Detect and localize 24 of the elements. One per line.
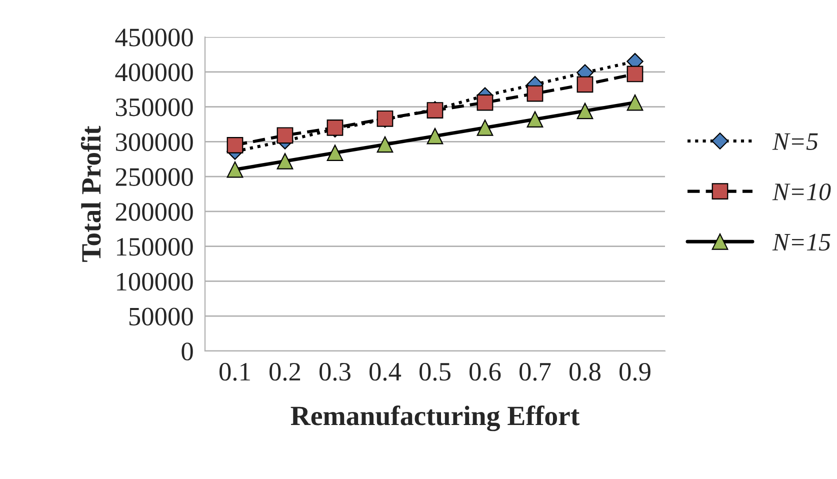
x-tick-label: 0.2: [270, 362, 300, 381]
y-tick-label: 250000: [116, 168, 193, 186]
x-tick-label: 0.3: [320, 362, 350, 381]
y-tick-label: 300000: [116, 133, 193, 152]
legend-label: N=5: [772, 133, 818, 150]
x-tick-label: 0.9: [620, 362, 650, 381]
x-tick-label: 0.8: [570, 362, 600, 381]
y-tick-label: 150000: [117, 238, 193, 256]
legend-label: N=10: [772, 183, 831, 200]
y-tick-label: 350000: [116, 98, 193, 116]
y-tick-label: 50000: [129, 308, 193, 326]
x-tick-label: 0.7: [520, 362, 551, 381]
x-tick-label: 0.4: [370, 362, 402, 381]
legend-label: N=15: [772, 234, 830, 251]
x-tick-label: 0.1: [220, 362, 250, 381]
x-tick-label: 0.5: [420, 362, 450, 381]
y-tick-label: 100000: [117, 272, 193, 291]
x-tick-label: 0.6: [470, 362, 501, 381]
y-axis-title: Total Profit: [80, 126, 101, 262]
y-tick-label: 450000: [115, 28, 193, 46]
x-axis-title: Remanufacturing Effort: [290, 405, 580, 432]
y-tick-label: 0: [182, 342, 193, 360]
y-tick-label: 400000: [115, 63, 193, 82]
y-tick-label: 200000: [116, 203, 193, 221]
